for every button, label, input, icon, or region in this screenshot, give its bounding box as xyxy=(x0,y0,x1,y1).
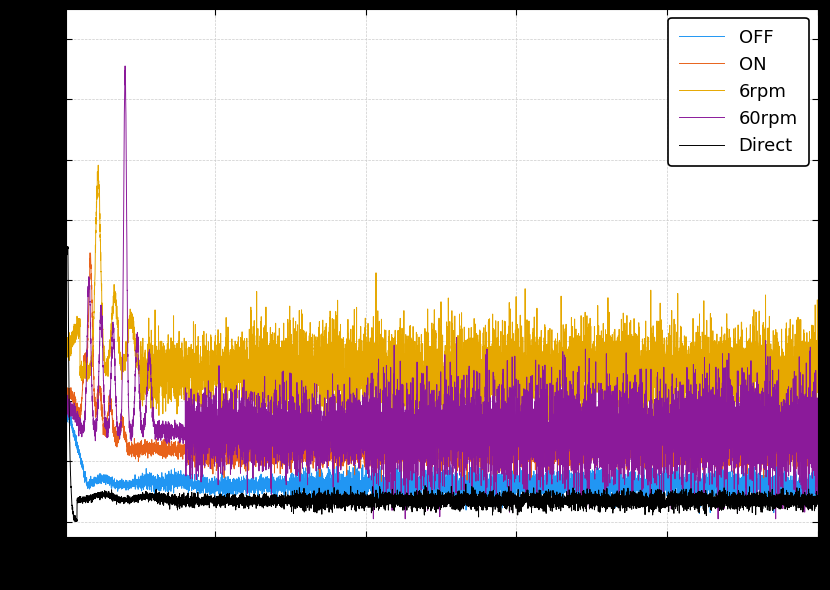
6rpm xyxy=(434,449,444,456)
ON xyxy=(658,447,668,454)
60rpm xyxy=(539,402,549,409)
ON xyxy=(506,443,516,450)
ON xyxy=(334,443,344,450)
ON xyxy=(100,425,110,432)
6rpm xyxy=(539,358,549,365)
OFF xyxy=(334,477,344,484)
Direct xyxy=(334,496,344,503)
Direct xyxy=(539,500,549,507)
6rpm xyxy=(813,372,823,379)
OFF xyxy=(813,473,823,480)
OFF xyxy=(506,466,516,473)
OFF xyxy=(618,477,628,484)
60rpm xyxy=(506,426,516,433)
Line: OFF: OFF xyxy=(66,411,818,513)
Legend: OFF, ON, 6rpm, 60rpm, Direct: OFF, ON, 6rpm, 60rpm, Direct xyxy=(668,18,808,166)
60rpm xyxy=(99,392,109,399)
60rpm xyxy=(369,515,378,522)
6rpm xyxy=(618,366,628,373)
6rpm xyxy=(100,356,110,363)
60rpm xyxy=(618,392,628,399)
Direct xyxy=(506,489,516,496)
6rpm xyxy=(93,162,103,169)
ON xyxy=(61,393,71,400)
60rpm xyxy=(120,63,130,70)
OFF xyxy=(63,407,73,414)
Direct xyxy=(100,491,110,499)
Direct xyxy=(61,246,71,253)
ON xyxy=(618,460,628,467)
Line: ON: ON xyxy=(66,253,818,481)
OFF xyxy=(695,510,705,517)
OFF xyxy=(539,494,549,501)
ON xyxy=(377,478,387,485)
Line: 60rpm: 60rpm xyxy=(66,66,818,519)
6rpm xyxy=(506,384,516,391)
Direct xyxy=(658,497,668,504)
60rpm xyxy=(61,413,71,420)
6rpm xyxy=(61,342,71,349)
ON xyxy=(539,457,549,464)
6rpm xyxy=(658,364,668,371)
Direct xyxy=(63,243,73,250)
ON xyxy=(813,448,823,455)
Direct xyxy=(70,517,80,525)
60rpm xyxy=(658,460,668,467)
OFF xyxy=(658,481,668,489)
ON xyxy=(85,250,95,257)
OFF xyxy=(61,415,71,422)
OFF xyxy=(100,478,110,485)
Direct xyxy=(618,504,628,511)
Line: Direct: Direct xyxy=(66,247,818,521)
Line: 6rpm: 6rpm xyxy=(66,165,818,453)
6rpm xyxy=(334,363,344,371)
Direct xyxy=(813,501,823,508)
60rpm xyxy=(334,438,344,445)
60rpm xyxy=(813,437,823,444)
